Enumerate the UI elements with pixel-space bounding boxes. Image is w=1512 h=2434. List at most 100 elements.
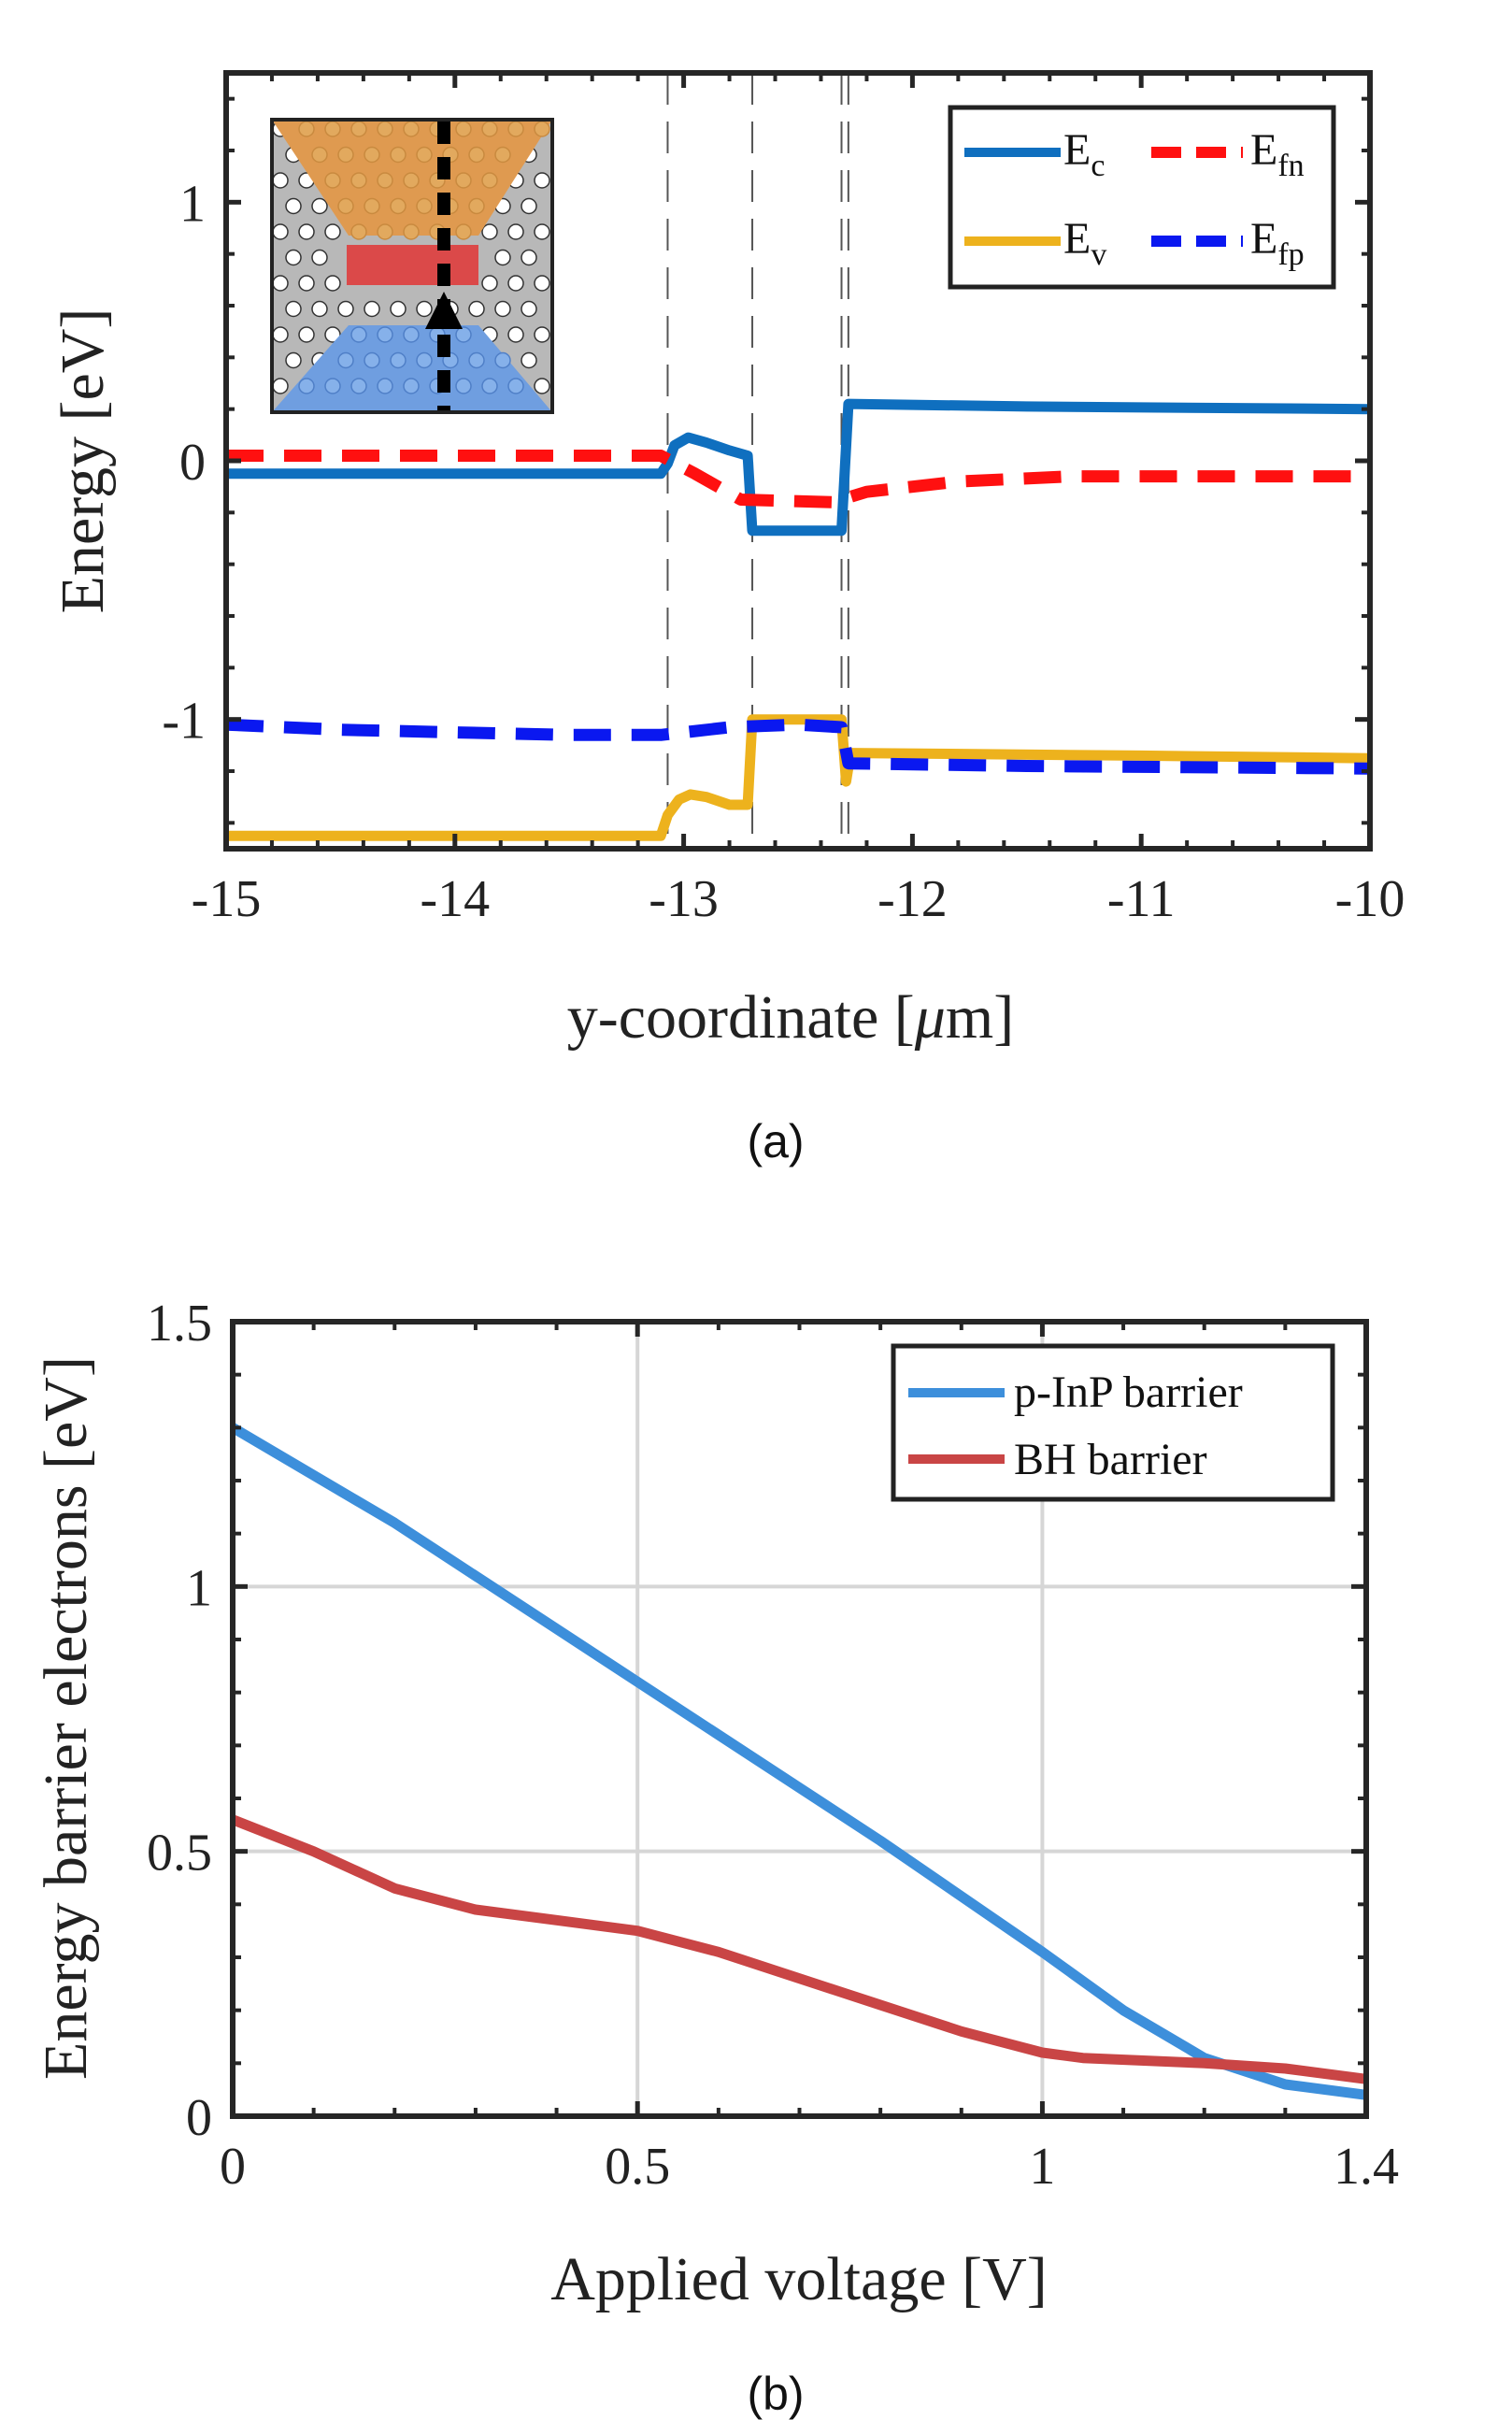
p-hole [403, 326, 420, 343]
a-xtick-label-3: -12 [877, 870, 948, 928]
p-hole [416, 351, 433, 369]
n-hole [311, 146, 328, 164]
pc-hole [324, 223, 341, 240]
legend-pinp-label: p-InP barrier [1014, 1367, 1243, 1417]
n-hole [534, 121, 550, 137]
p-hole [377, 378, 393, 394]
b-xtick-label-2: 1 [1029, 2138, 1055, 2196]
pc-hole [272, 223, 289, 240]
p-hole [350, 326, 367, 343]
n-hole [468, 146, 485, 164]
a-xtick-label-0: -15 [192, 870, 262, 928]
p-region-trapezoid [272, 325, 552, 412]
n-hole [494, 146, 511, 164]
p-hole [507, 378, 524, 394]
n-hole [416, 146, 433, 164]
n-hole [337, 197, 354, 215]
p-hole [455, 378, 472, 394]
panel-b-axes-box [230, 1319, 1369, 2119]
n-hole [377, 172, 393, 189]
n-hole [364, 146, 380, 164]
pc-hole [507, 223, 524, 240]
panel-a-legend: Ec Efn Ev Efp [948, 105, 1336, 290]
panel-b-series [230, 1423, 1367, 2100]
n-hole [403, 223, 420, 240]
p-hole [364, 351, 380, 369]
doped-region-holes [298, 121, 550, 394]
pc-hole [298, 275, 315, 292]
pc-hole [534, 378, 550, 394]
panel-a-ylabel: Energy [eV] [49, 308, 117, 614]
legend-bh-label: BH barrier [1014, 1435, 1207, 1484]
a-ytick-label-1: 0 [179, 434, 206, 492]
a-ytick-label-0: -1 [162, 693, 206, 751]
panel-b-ylabel: Energy barrier electrons [eV] [32, 1356, 100, 2080]
p-hole [481, 378, 498, 394]
pc-hole [534, 223, 550, 240]
b-ytick-label-0: 0 [186, 2089, 212, 2147]
n-hole [364, 197, 380, 215]
pc-hole [285, 249, 302, 266]
pc-hole [521, 300, 537, 318]
panel-b: 0 0.5 1 1.4 0 0.5 1 1.5 p-InP barrier BH barrie… [32, 1295, 1399, 2420]
panel-a: -15 -14 -13 -12 -11 -10-101 Ec Efn [49, 70, 1405, 1167]
pc-hole [285, 300, 302, 318]
device-schematic-inset [270, 118, 554, 414]
pc-hole [521, 197, 537, 215]
p-hole [337, 351, 354, 369]
arrow-head-icon [425, 292, 463, 329]
legend-b-box [891, 1343, 1335, 1502]
a-xtick-label-1: -14 [420, 870, 490, 928]
series-efn-line [226, 450, 1370, 508]
pc-hole [272, 378, 289, 394]
a-xtick-label-4: -11 [1107, 870, 1176, 928]
pc-hole [507, 275, 524, 292]
panel-a-xlabel: y-coordinate [μm] [567, 983, 1014, 1052]
pc-hole [521, 249, 537, 266]
series-efp-line [225, 718, 1371, 775]
a-ytick-label-2: 1 [179, 175, 206, 233]
p-hole [494, 351, 511, 369]
b-xtick-label-1: 0.5 [605, 2138, 670, 2196]
pc-hole [298, 223, 315, 240]
legend-efn-label: Efn [1250, 125, 1305, 183]
b-ytick-label-1: 0.5 [147, 1825, 212, 1883]
n-hole [350, 172, 367, 189]
photonic-crystal-holes [272, 121, 550, 394]
n-hole [403, 172, 420, 189]
n-hole [324, 172, 341, 189]
pc-hole [521, 351, 537, 369]
p-hole [377, 326, 393, 343]
a-xtick-label-2: -13 [649, 870, 719, 928]
n-hole [416, 197, 433, 215]
legend-a-box [948, 105, 1336, 290]
n-hole [507, 121, 524, 137]
pc-hole [272, 326, 289, 343]
pc-hole [534, 172, 550, 189]
n-hole [350, 121, 367, 137]
b-ytick-label-2: 1 [186, 1559, 212, 1617]
pc-hole [481, 223, 498, 240]
panel-a-caption: (a) [747, 1115, 804, 1167]
a-xtick-label-5: -10 [1335, 870, 1405, 928]
n-hole [481, 172, 498, 189]
pc-hole [285, 197, 302, 215]
pc-hole [272, 275, 289, 292]
pc-hole [298, 326, 315, 343]
n-hole [390, 197, 407, 215]
p-hole [324, 378, 341, 394]
p-hole [350, 378, 367, 394]
series-bh-barrier-line [230, 1814, 1367, 2084]
n-hole [390, 146, 407, 164]
n-hole [350, 223, 367, 240]
legend-ec-label: Ec [1063, 125, 1105, 183]
inset-border [270, 118, 554, 414]
n-hole [468, 197, 485, 215]
pc-hole [324, 326, 341, 343]
pc-hole [311, 197, 328, 215]
n-hole [481, 121, 498, 137]
n-hole [337, 146, 354, 164]
n-hole [403, 121, 420, 137]
pc-hole [364, 300, 380, 318]
